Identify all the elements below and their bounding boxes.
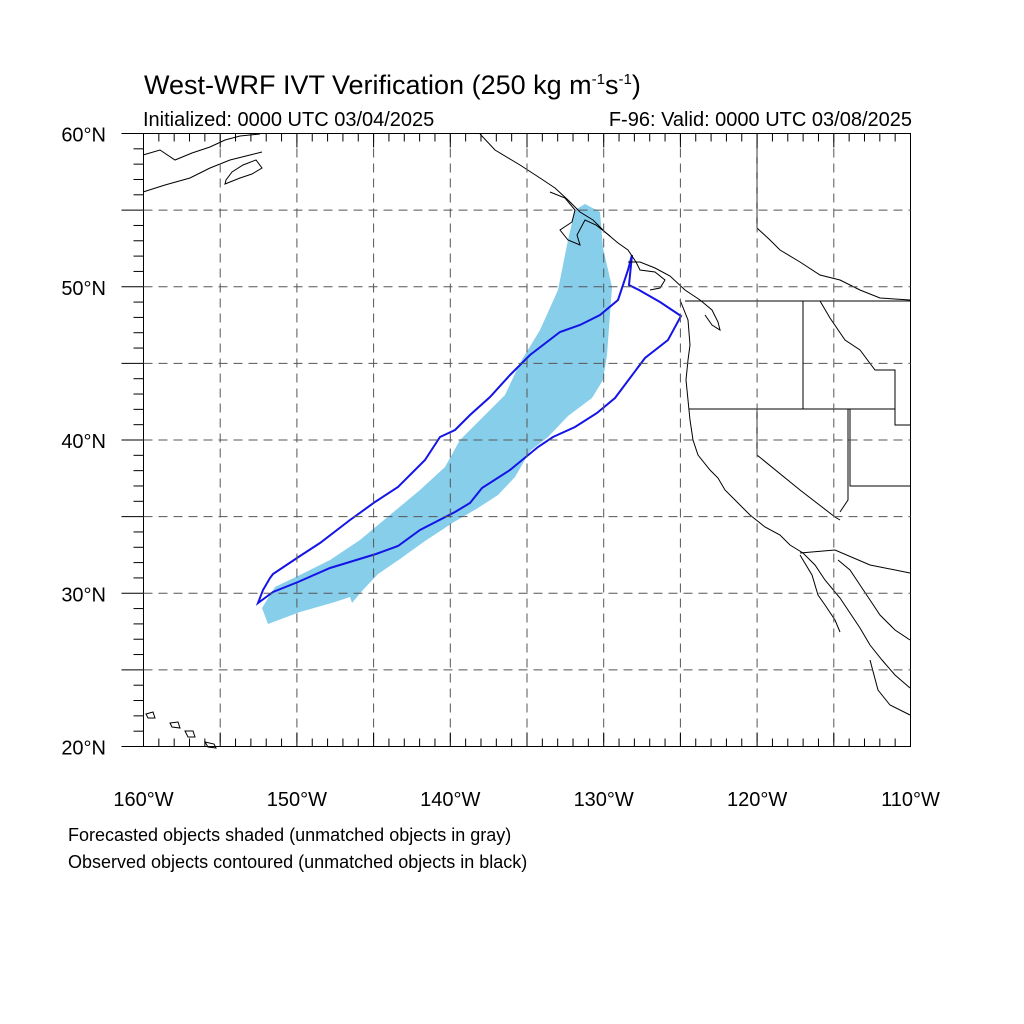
map-title: West-WRF IVT Verification (250 kg m-1s-1… [144, 70, 641, 101]
forecast-object [262, 204, 612, 624]
lon-tick-label: 150°W [267, 789, 327, 811]
lat-tick-label: 40°N [61, 431, 106, 453]
lon-tick-label: 160°W [113, 789, 173, 811]
axis-ticks [121, 133, 911, 747]
title-text-end: ) [631, 70, 641, 100]
initialized-label: Initialized: 0000 UTC 03/04/2025 [143, 109, 435, 131]
title-superscript-2: -1 [618, 71, 632, 88]
axis-labels: 160°W 150°W 140°W 130°W 120°W 110°W 20°N 30°N 40… [61, 125, 940, 812]
title-text: West-WRF IVT Verification (250 kg m [144, 70, 592, 100]
title-superscript-1: -1 [591, 71, 605, 88]
lat-tick-label: 60°N [61, 125, 106, 147]
lat-tick-label: 30°N [61, 584, 106, 606]
political-boundaries [685, 134, 911, 574]
footnote-forecast: Forecasted objects shaded (unmatched obj… [68, 825, 512, 845]
lon-tick-label: 130°W [574, 789, 634, 811]
lon-tick-label: 120°W [727, 789, 787, 811]
footnote-observed: Observed objects contoured (unmatched ob… [68, 852, 528, 872]
lat-lon-grid [143, 133, 911, 747]
lat-tick-label: 50°N [61, 278, 106, 300]
lon-tick-label: 110°W [881, 789, 940, 811]
lat-tick-label: 20°N [61, 738, 106, 760]
observed-object-contour [255, 254, 683, 606]
valid-label: F-96: Valid: 0000 UTC 03/08/2025 [608, 109, 912, 131]
lon-tick-label: 140°W [420, 789, 480, 811]
title-text-mid: s [604, 70, 619, 100]
coastlines [142, 133, 911, 749]
